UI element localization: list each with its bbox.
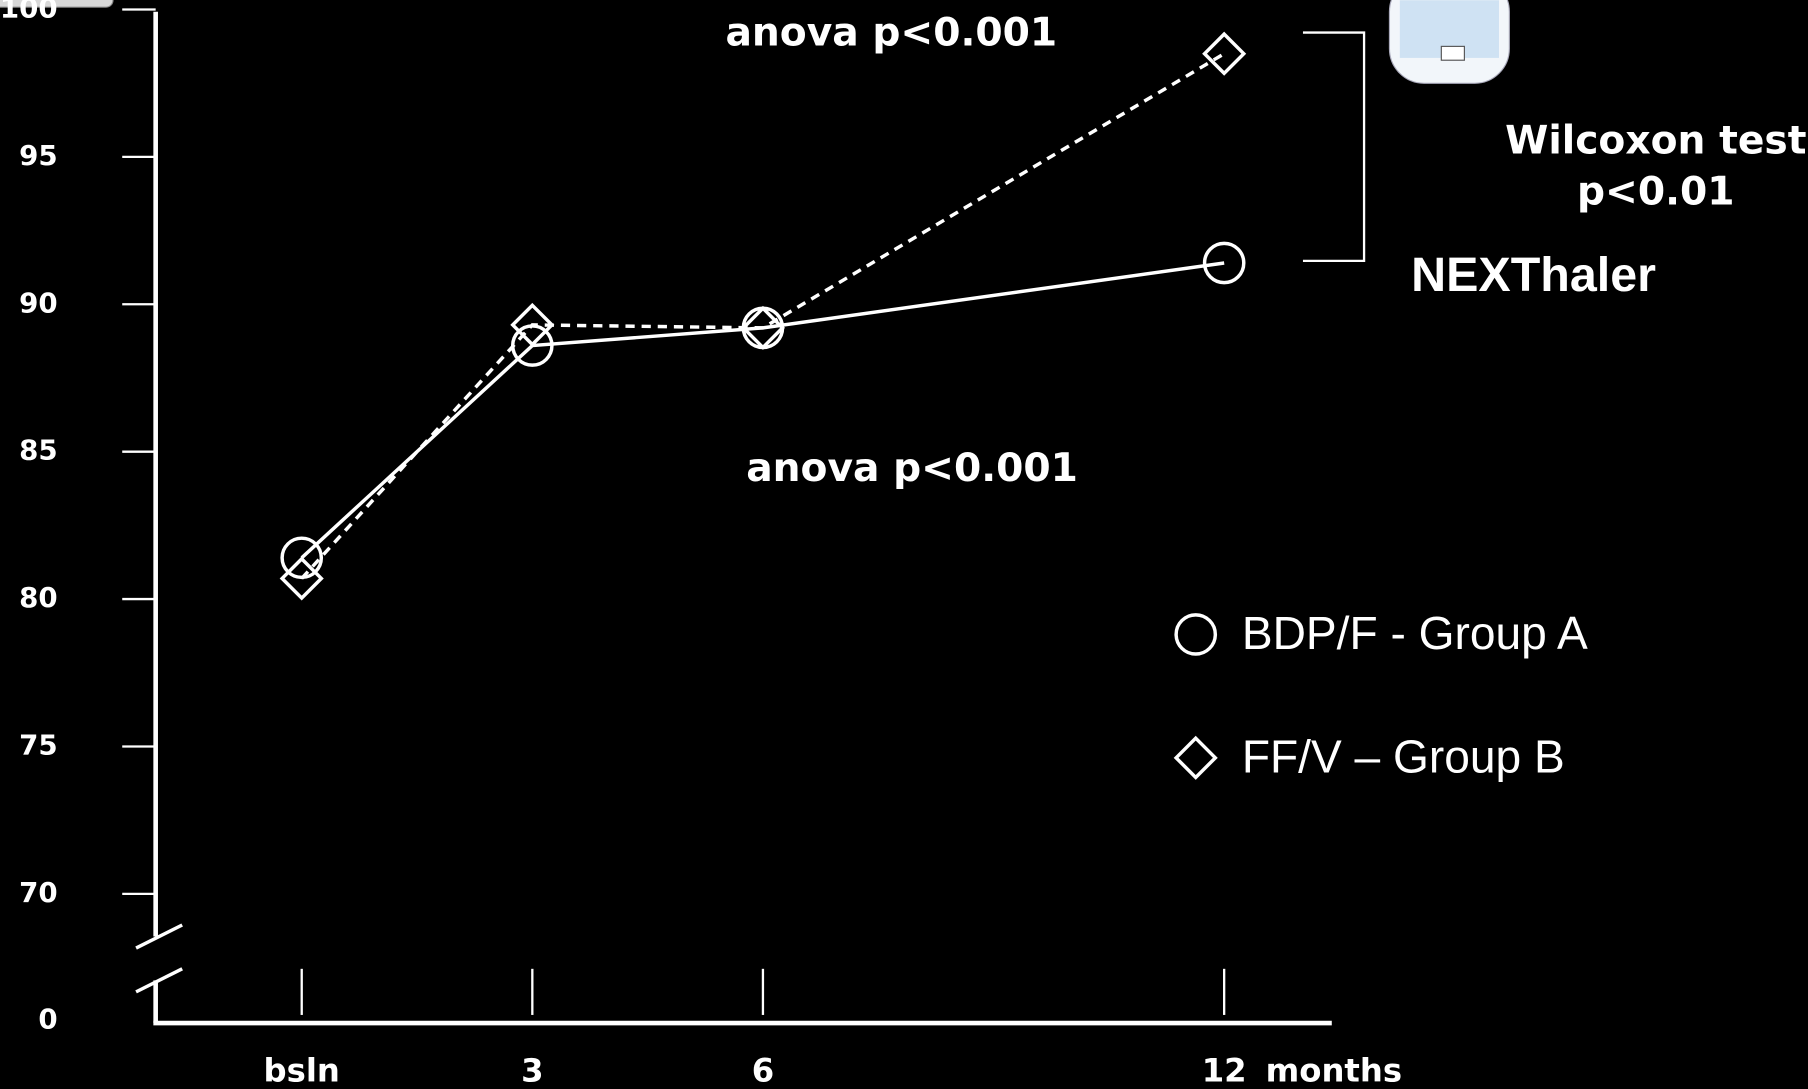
series-line [300, 261, 1225, 560]
data-point [1202, 241, 1246, 285]
x-tick-label: 6 [752, 1052, 774, 1089]
data-point [279, 556, 324, 601]
y-tick-label: 80 [19, 581, 57, 614]
legend-label: FF/V – Group B [1242, 730, 1565, 782]
y-tick-label: 95 [19, 139, 57, 172]
axis-break [135, 923, 183, 950]
legend-label: BDP/F - Group A [1242, 607, 1588, 659]
y-tick-label: 100 [0, 0, 58, 24]
legend-marker [1174, 613, 1218, 656]
data-point [510, 302, 555, 347]
legend-marker [1173, 735, 1218, 780]
axis-break [135, 967, 183, 994]
y-tick-label: 0 [38, 1003, 57, 1036]
y-tick-label: 70 [19, 876, 57, 909]
inhaler-counter [1440, 45, 1465, 61]
inhaler-icon [1388, 0, 1510, 84]
x-axis-label: months [1266, 1052, 1402, 1089]
annotation: Wilcoxon test [1505, 119, 1806, 164]
x-tick-label: 3 [521, 1052, 543, 1089]
x-tick-label: 12 [1202, 1052, 1247, 1089]
annotation: NEXThaler [1411, 248, 1656, 302]
x-tick-label: bsln [264, 1052, 340, 1089]
toolbar-button[interactable] [0, 0, 114, 8]
data-point [740, 305, 785, 350]
significance-bracket [1302, 31, 1366, 262]
y-tick-label: 75 [19, 728, 57, 761]
data-point [1202, 31, 1247, 76]
y-tick-label: 85 [19, 434, 57, 467]
series-line [300, 52, 1226, 580]
annotation: anova p<0.001 [725, 10, 1057, 55]
y-tick-label: 90 [19, 286, 57, 319]
annotation: anova p<0.001 [746, 446, 1078, 491]
annotation: p<0.01 [1577, 169, 1735, 214]
